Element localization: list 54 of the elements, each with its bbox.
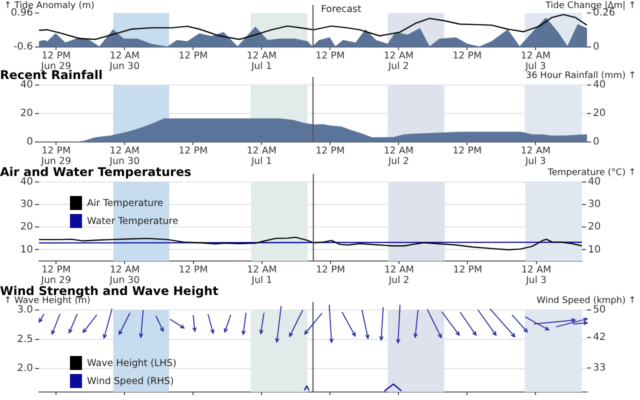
legend-label: Water Temperature bbox=[87, 216, 178, 226]
x-tick-label: 12 AM Jul 2 bbox=[384, 50, 414, 72]
x-tick-label: 12 PM bbox=[452, 50, 482, 62]
y-tick-label: 40 bbox=[20, 80, 33, 91]
y2-tick-label: 10 bbox=[588, 244, 601, 256]
y-tick-label: 2.5 bbox=[17, 334, 33, 345]
x-tick-label: 12 AM Jun 30 bbox=[108, 146, 140, 168]
x-tick-label: 12 PM bbox=[178, 146, 208, 157]
y2-tick-label: 30 bbox=[588, 199, 601, 210]
x-tick-label: 12 AM Jul 2 bbox=[384, 264, 414, 286]
x-tick-label: 12 PM bbox=[316, 50, 345, 62]
y-tick-label: 0 bbox=[26, 136, 33, 148]
y2-tick-label: 20 bbox=[593, 108, 606, 120]
legend-label: Wave Height (LHS) bbox=[87, 358, 176, 368]
y2-tick-label: 50 bbox=[593, 304, 606, 316]
y2-tick-label: 40 bbox=[588, 176, 601, 188]
y2-axis-title: Wind Speed (kmph) ↑ bbox=[536, 296, 636, 306]
x-tick-label: 12 PM bbox=[316, 146, 345, 157]
y-tick-label: -0.6 bbox=[13, 42, 33, 53]
x-tick-label: 12 AM Jul 1 bbox=[246, 50, 277, 72]
y-axis-title: ↑ Wave Height (m) bbox=[4, 296, 90, 306]
x-tick-label: 12 AM Jul 1 bbox=[246, 146, 277, 168]
x-tick-label: 12 AM Jul 3 bbox=[520, 146, 551, 168]
y-tick-label: 40 bbox=[20, 176, 33, 188]
x-tick-label: 12 PM bbox=[178, 50, 208, 62]
y-tick-label: 20 bbox=[20, 222, 33, 233]
y-tick-label: 3.0 bbox=[17, 304, 33, 316]
x-tick-label: 12 PM bbox=[316, 264, 346, 276]
x-tick-label: 12 AM Jul 3 bbox=[521, 264, 552, 286]
x-tick-label: 12 AM Jul 1 bbox=[247, 264, 277, 286]
y2-tick-label: 40 bbox=[593, 80, 606, 91]
y-tick-label: 30 bbox=[20, 199, 33, 210]
y-tick-label: 20 bbox=[20, 108, 33, 120]
y-tick-label: 10 bbox=[20, 244, 33, 256]
legend-label: Wind Speed (RHS) bbox=[87, 376, 174, 386]
y2-tick-label: 20 bbox=[588, 222, 601, 233]
y-tick-label: 2.0 bbox=[17, 363, 33, 374]
ref-line-label: Forecast bbox=[321, 4, 362, 16]
x-tick-label: 12 AM Jul 3 bbox=[520, 50, 551, 72]
y2-tick-label: 33 bbox=[593, 362, 606, 374]
legend-label: Air Temperature bbox=[87, 198, 164, 208]
x-tick-label: 12 PM bbox=[453, 264, 482, 276]
x-tick-label: 12 PM bbox=[178, 264, 208, 276]
y2-tick-label: 0 bbox=[593, 136, 600, 148]
x-tick-label: 12 PM Jun 29 bbox=[40, 146, 72, 168]
x-tick-label: 12 AM Jun 30 bbox=[108, 264, 140, 286]
x-tick-label: 12 AM Jun 30 bbox=[108, 50, 140, 72]
x-tick-label: 12 AM Jul 2 bbox=[384, 146, 414, 168]
y2-axis-title: 36 Hour Rainfall (mm) ↑ bbox=[526, 71, 636, 81]
x-tick-label: 12 PM Jun 29 bbox=[40, 264, 72, 286]
y2-axis-title: Temperature (°C) ↑ bbox=[548, 168, 636, 178]
x-tick-label: 12 PM bbox=[452, 146, 482, 157]
y2-tick-label: 0 bbox=[593, 42, 600, 53]
y2-tick-label: 42 bbox=[593, 332, 606, 343]
